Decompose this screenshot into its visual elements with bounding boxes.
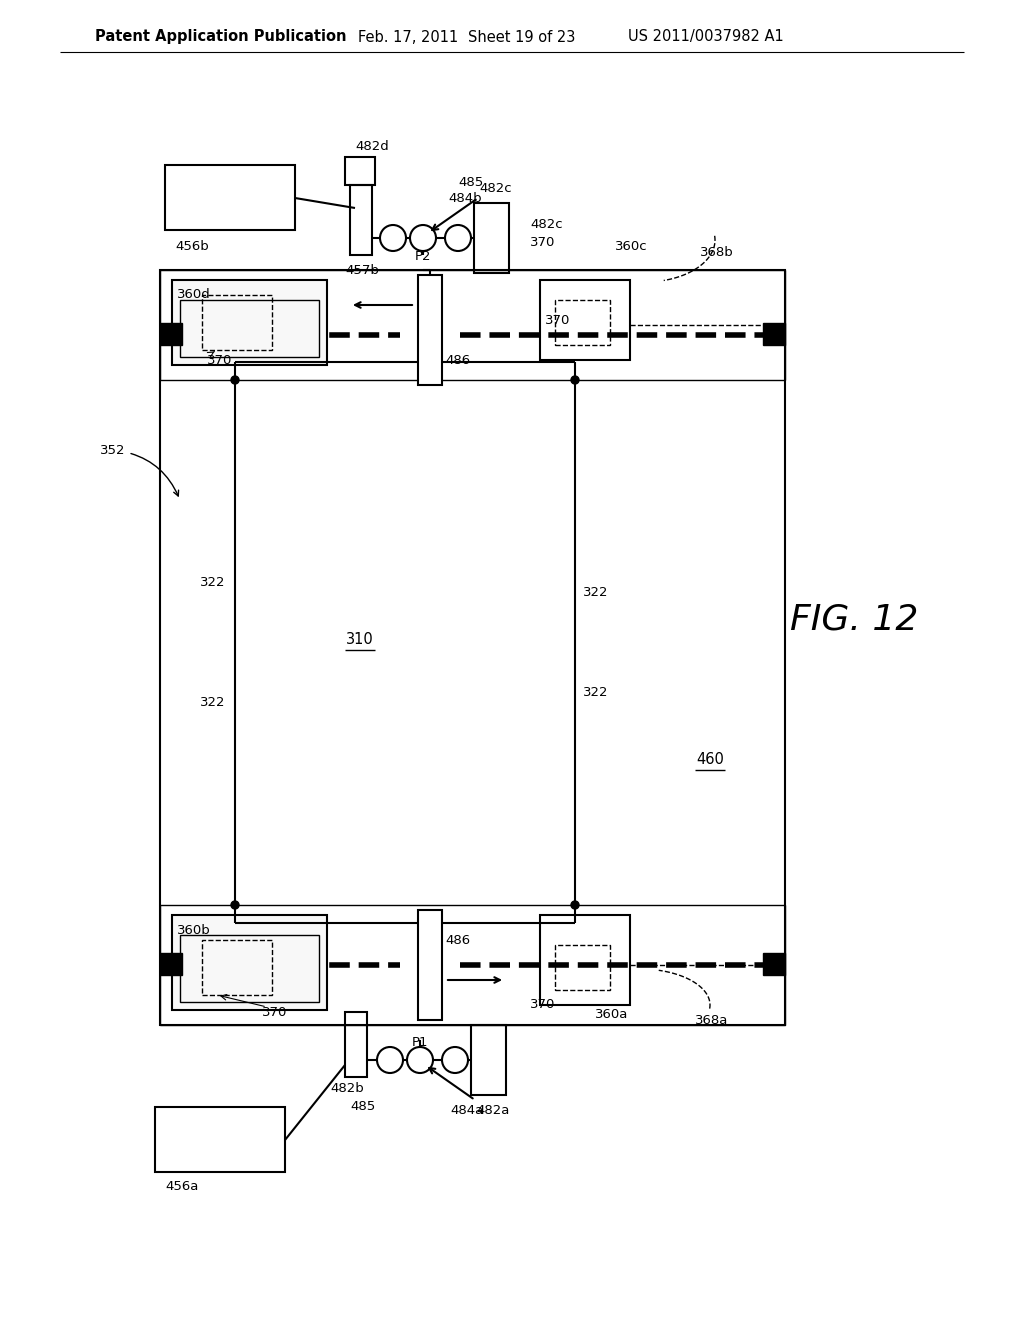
Bar <box>474 203 509 273</box>
Bar <box>180 935 319 1002</box>
Text: 322: 322 <box>200 697 225 710</box>
Bar <box>160 953 182 975</box>
Bar <box>172 915 327 1010</box>
Text: 370: 370 <box>262 1006 288 1019</box>
Circle shape <box>380 224 406 251</box>
Circle shape <box>377 1047 403 1073</box>
Text: 310: 310 <box>346 632 374 648</box>
Text: 370: 370 <box>530 998 555 1011</box>
Circle shape <box>407 1047 433 1073</box>
Bar <box>165 165 295 230</box>
Text: P2: P2 <box>415 249 431 263</box>
Bar <box>540 915 630 1005</box>
Text: 368b: 368b <box>700 246 734 259</box>
Text: 352: 352 <box>100 444 178 496</box>
Bar <box>350 185 372 255</box>
Bar <box>172 280 327 366</box>
Bar <box>202 294 272 350</box>
Bar <box>155 1107 285 1172</box>
Text: 482a: 482a <box>476 1104 509 1117</box>
Circle shape <box>571 902 579 909</box>
Text: 360a: 360a <box>595 1008 629 1022</box>
Text: 486: 486 <box>445 354 470 367</box>
Bar <box>763 323 785 345</box>
Bar <box>540 280 630 360</box>
Bar <box>160 271 785 1026</box>
Text: 482d: 482d <box>355 140 389 153</box>
Circle shape <box>231 376 239 384</box>
Bar <box>763 953 785 975</box>
Text: 360b: 360b <box>177 924 211 936</box>
Text: P1: P1 <box>412 1035 428 1048</box>
Text: 484b: 484b <box>449 191 481 205</box>
Text: 370: 370 <box>530 235 555 248</box>
Text: 322: 322 <box>583 586 608 599</box>
Text: US 2011/0037982 A1: US 2011/0037982 A1 <box>628 29 783 45</box>
Circle shape <box>442 1047 468 1073</box>
Text: 484a: 484a <box>450 1104 483 1117</box>
Bar <box>471 1026 506 1096</box>
Circle shape <box>445 224 471 251</box>
Text: 482c: 482c <box>479 181 512 194</box>
Text: 370: 370 <box>545 314 570 326</box>
Bar <box>160 906 785 1026</box>
Text: 456a: 456a <box>165 1180 199 1193</box>
Text: 457b: 457b <box>345 264 379 276</box>
Bar <box>418 275 442 385</box>
Text: Feb. 17, 2011: Feb. 17, 2011 <box>358 29 459 45</box>
Circle shape <box>231 902 239 909</box>
Bar <box>160 323 182 345</box>
Text: 485: 485 <box>458 177 483 190</box>
Bar <box>418 909 442 1020</box>
Text: 482c: 482c <box>530 219 562 231</box>
Text: 322: 322 <box>583 686 608 700</box>
Bar <box>555 300 610 345</box>
Text: 485: 485 <box>350 1101 375 1114</box>
Bar <box>345 157 375 185</box>
Text: 368a: 368a <box>695 1014 728 1027</box>
Text: 322: 322 <box>200 577 225 590</box>
Text: 482b: 482b <box>330 1082 364 1096</box>
Circle shape <box>410 224 436 251</box>
Text: 460: 460 <box>696 752 724 767</box>
Text: 486: 486 <box>445 933 470 946</box>
Text: 456b: 456b <box>175 240 209 253</box>
Bar <box>555 945 610 990</box>
Text: 360c: 360c <box>615 240 647 253</box>
Text: Patent Application Publication: Patent Application Publication <box>95 29 346 45</box>
Bar <box>160 271 785 380</box>
Bar <box>345 1012 367 1077</box>
Text: 360d: 360d <box>177 289 211 301</box>
Bar <box>202 940 272 995</box>
Bar <box>180 300 319 356</box>
Circle shape <box>571 376 579 384</box>
Text: 370: 370 <box>207 354 232 367</box>
Text: FIG. 12: FIG. 12 <box>790 603 919 638</box>
Text: Sheet 19 of 23: Sheet 19 of 23 <box>468 29 575 45</box>
